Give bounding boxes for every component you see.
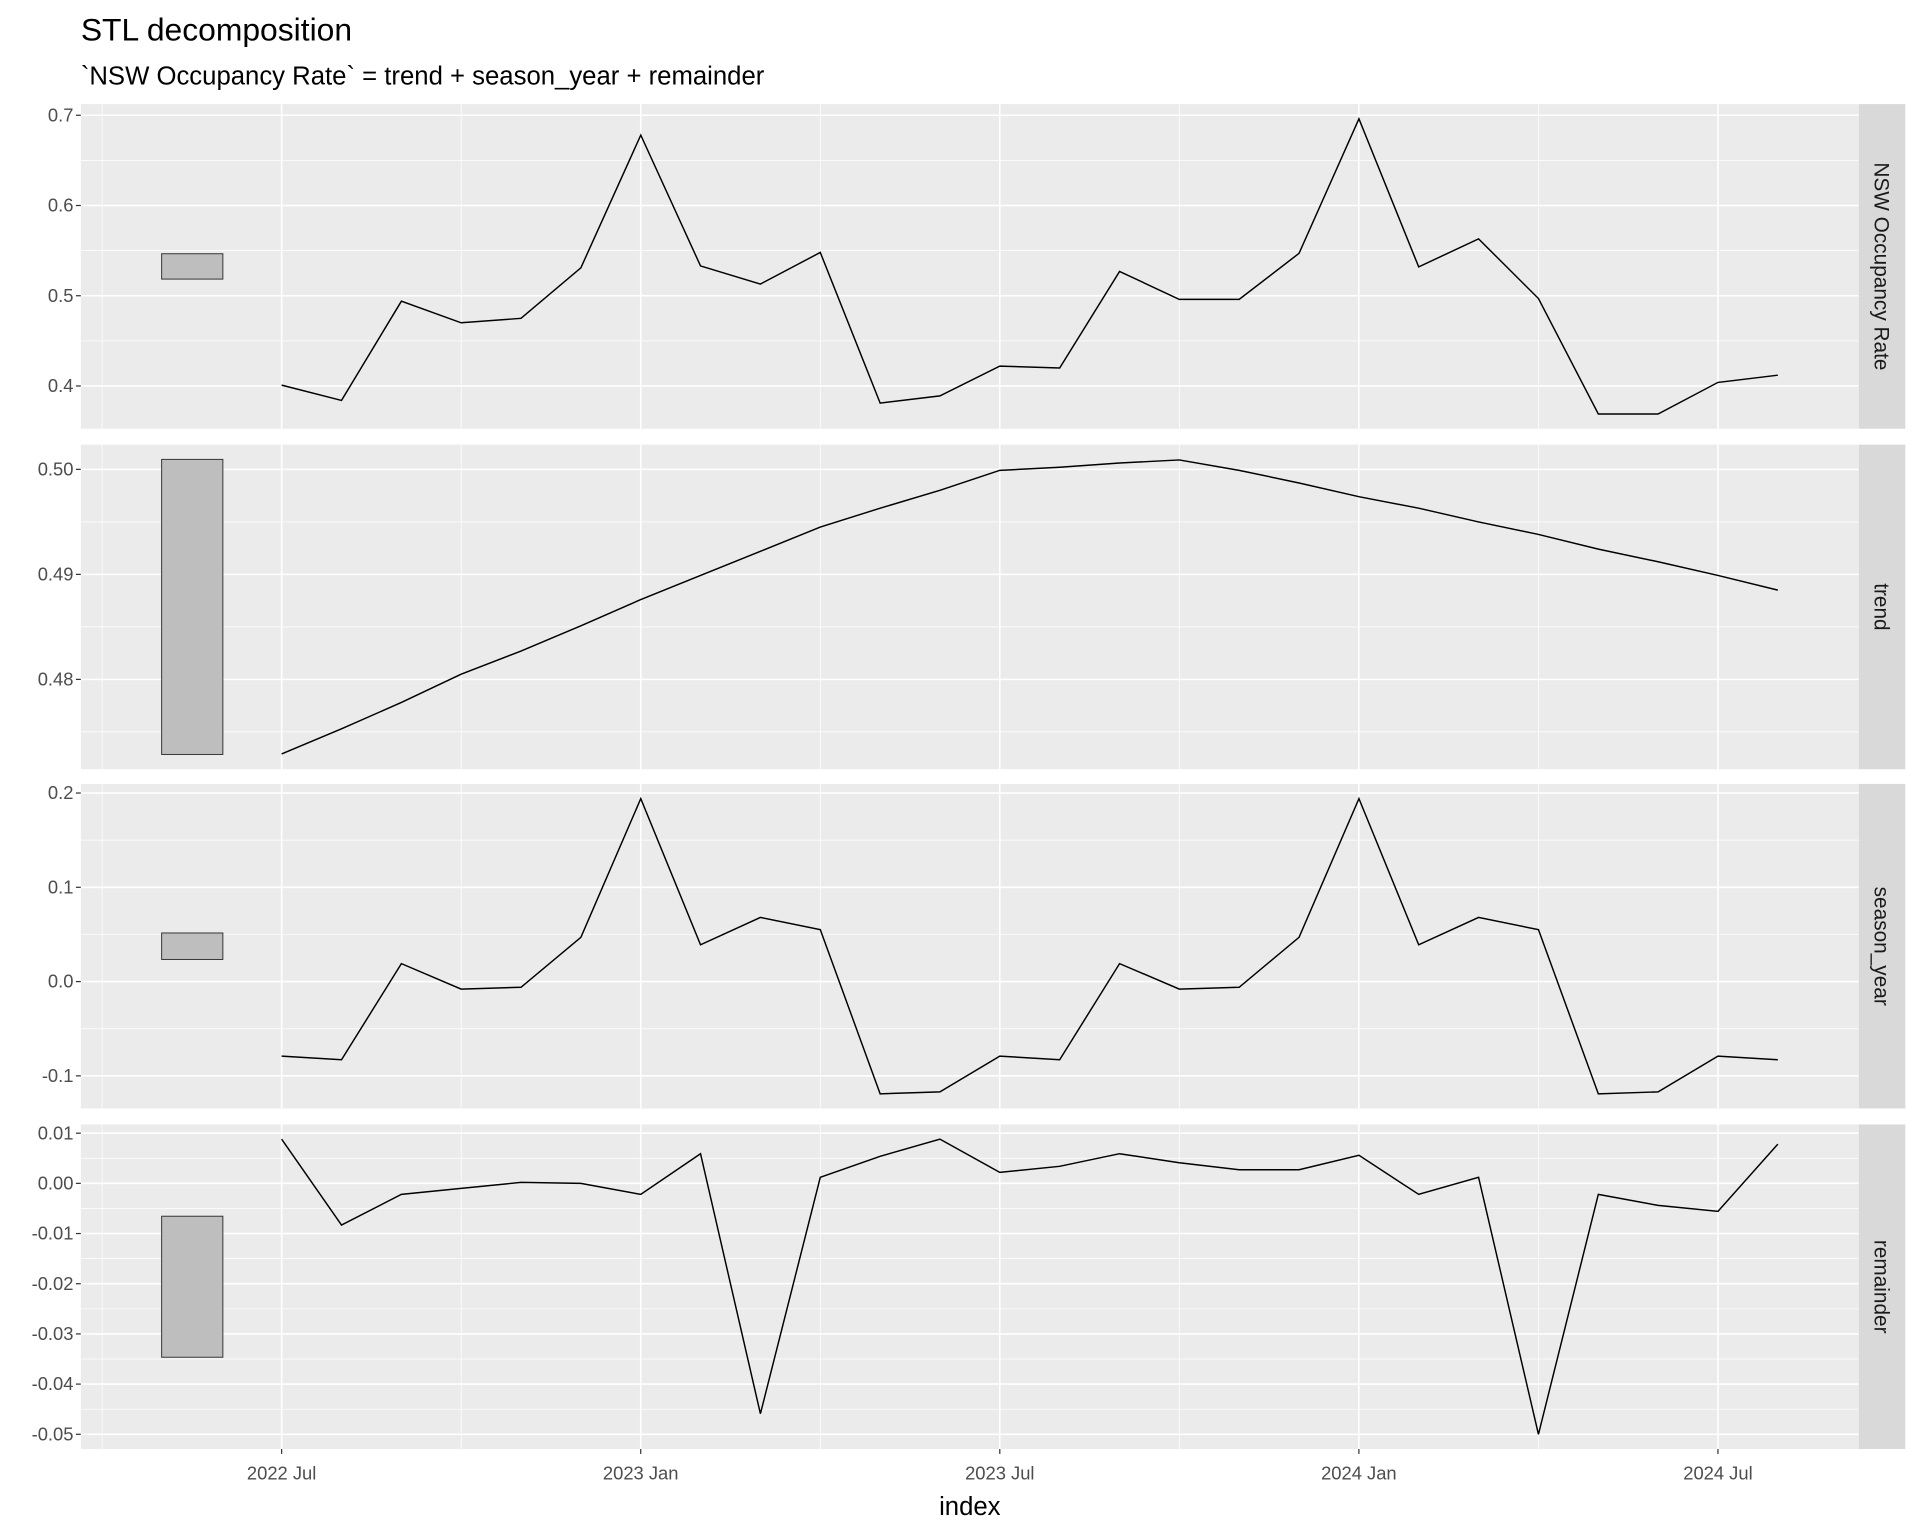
series-line — [281, 1138, 1779, 1435]
y-tick-label: -0.02 — [32, 1273, 74, 1294]
y-tick-label: 0.01 — [38, 1122, 74, 1143]
y-tick-label: -0.05 — [32, 1423, 74, 1444]
x-tick-label: 2022 Jul — [247, 1463, 316, 1484]
chart-title: STL decomposition — [81, 11, 352, 47]
series-line — [281, 796, 1778, 1095]
x-tick-label: 2023 Jan — [603, 1463, 679, 1484]
scale-bar — [161, 932, 224, 960]
panel-trend: 0.48 0.49 0.50 trend — [38, 444, 1906, 770]
panel-season-year: -0.1 0.0 0.1 0.2 season_year — [42, 782, 1906, 1109]
scale-bar — [161, 253, 224, 280]
facet-strip — [1858, 783, 1906, 1109]
x-tick-label: 2024 Jan — [1321, 1463, 1397, 1484]
y-tick-label: -0.04 — [32, 1373, 74, 1394]
facet-strip — [1858, 1124, 1906, 1450]
y-tick-label: 0.6 — [48, 195, 74, 216]
panel-background — [80, 783, 1859, 1109]
x-tick-label: 2023 Jul — [965, 1463, 1034, 1484]
x-tick-label: 2024 Jul — [1683, 1463, 1752, 1484]
y-tick-label: 0.7 — [48, 104, 74, 125]
facet-strip-label: trend — [1870, 583, 1893, 630]
y-tick-label: 0.4 — [48, 375, 74, 396]
facet-strip — [1858, 444, 1906, 770]
y-tick-label: 0.0 — [48, 971, 74, 992]
x-axis-label: index — [939, 1493, 1001, 1521]
facet-strip-label: remainder — [1870, 1240, 1893, 1334]
facet-strip-label: season_year — [1870, 887, 1893, 1006]
series-line — [281, 116, 1778, 415]
y-tick-label: -0.01 — [32, 1223, 74, 1244]
facet-strip — [1858, 104, 1906, 429]
panel-background — [80, 1124, 1859, 1450]
y-tick-label: 0.1 — [48, 876, 74, 897]
scale-bar — [161, 458, 224, 755]
y-tick-label: 0.50 — [38, 458, 74, 479]
chart-subtitle: `NSW Occupancy Rate` = trend + season_ye… — [81, 63, 765, 91]
y-tick-label: 0.49 — [38, 563, 74, 584]
y-tick-label: -0.1 — [42, 1065, 74, 1086]
panel-background — [80, 104, 1859, 429]
y-tick-label: 0.00 — [38, 1172, 74, 1193]
y-tick-label: 0.5 — [48, 285, 74, 306]
series-line — [281, 459, 1779, 755]
y-tick-label: 0.2 — [48, 782, 74, 803]
panel-background — [80, 444, 1859, 770]
panel-remainder: -0.05 -0.04 -0.03 -0.02 -0.01 0.00 0.01 remaind… — [32, 1122, 1906, 1450]
y-tick-label: 0.48 — [38, 669, 74, 690]
panel-nsw-occupancy-rate: 0.4 0.5 0.6 0.7 NSW Occupancy Rate — [48, 104, 1906, 429]
y-tick-label: -0.03 — [32, 1323, 74, 1344]
facet-strip-label: NSW Occupancy Rate — [1870, 162, 1893, 370]
scale-bar — [161, 1215, 224, 1358]
